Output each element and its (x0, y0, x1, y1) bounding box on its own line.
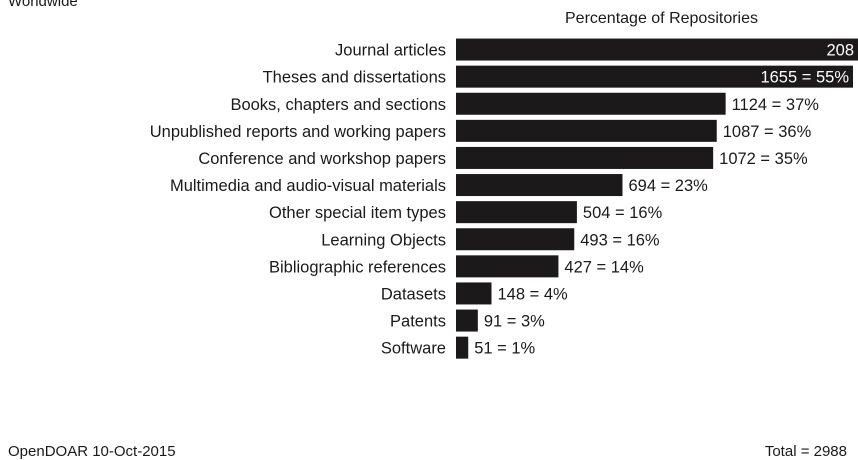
category-label: Journal articles (335, 42, 446, 60)
bar (456, 92, 726, 115)
value-label: 694 = 23% (628, 177, 708, 195)
value-label: 51 = 1% (474, 340, 535, 358)
source-label: OpenDOAR 10-Oct-2015 (8, 443, 176, 460)
axis-title: Percentage of Repositories (565, 10, 758, 27)
value-label: 1087 = 36% (723, 123, 812, 141)
category-label: Software (381, 340, 446, 358)
value-label: 504 = 16% (583, 204, 663, 222)
value-label: 208 (826, 42, 854, 60)
category-label: Theses and dissertations (263, 69, 446, 87)
category-label: Books, chapters and sections (230, 96, 446, 114)
bar (456, 119, 717, 142)
bar (456, 309, 478, 332)
category-label: Datasets (381, 285, 446, 303)
bar (456, 65, 853, 88)
bar (456, 255, 559, 278)
value-label: 91 = 3% (484, 313, 545, 331)
bar (456, 336, 469, 359)
bar (456, 201, 577, 224)
bar (456, 282, 492, 305)
value-label: 1655 = 55% (760, 69, 849, 87)
category-label: Learning Objects (321, 231, 446, 249)
bar (456, 146, 714, 169)
category-label: Patents (390, 313, 446, 331)
value-label: 1072 = 35% (719, 150, 808, 168)
total-label: Total = 2988 (764, 443, 847, 460)
value-label: 427 = 14% (564, 258, 644, 276)
category-label: Bibliographic references (269, 258, 446, 276)
bar (456, 38, 858, 61)
value-label: 493 = 16% (580, 231, 660, 249)
category-label: Conference and workshop papers (198, 150, 446, 168)
category-label: Other special item types (269, 204, 446, 222)
bar (456, 174, 623, 197)
category-label: Multimedia and audio-visual materials (170, 177, 446, 195)
value-label: 148 = 4% (498, 285, 569, 303)
value-label: 1124 = 37% (732, 96, 820, 114)
bar (456, 228, 575, 251)
category-label: Unpublished reports and working papers (150, 123, 446, 141)
region-label: Worldwide (8, 0, 78, 10)
